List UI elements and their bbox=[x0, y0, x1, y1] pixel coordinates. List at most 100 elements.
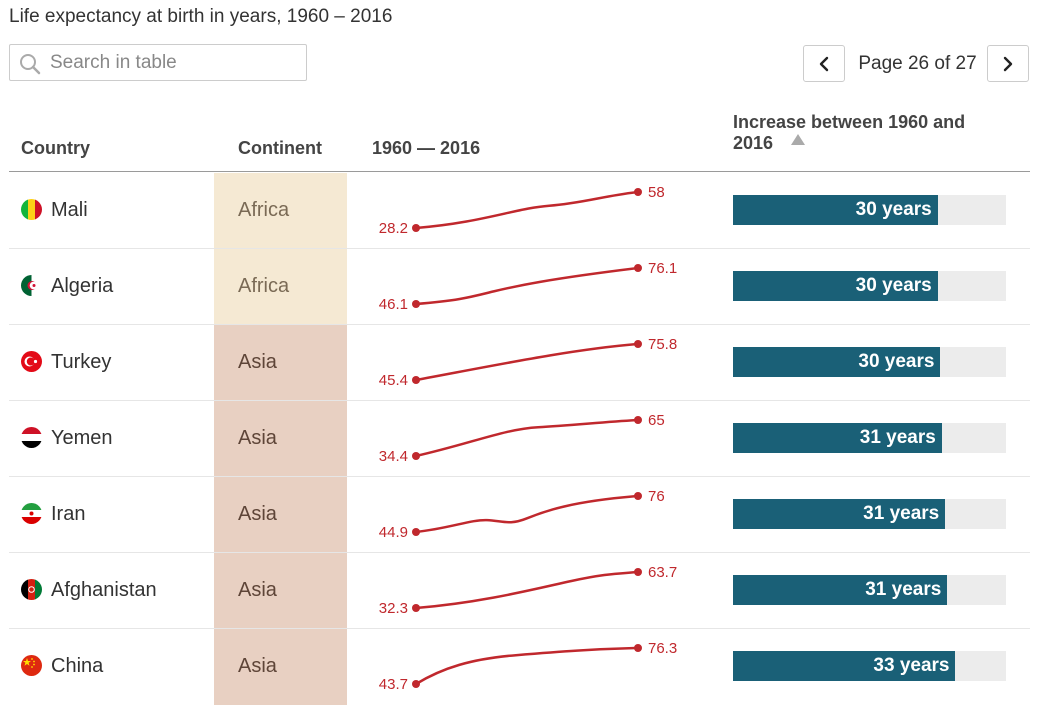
row-divider bbox=[9, 628, 1030, 629]
page-indicator: Page 26 of 27 bbox=[858, 53, 977, 74]
continent-name: Asia bbox=[238, 503, 277, 525]
trend-line bbox=[415, 266, 639, 306]
column-header-continent[interactable]: Continent bbox=[238, 138, 322, 158]
increase-bar-label: 33 years bbox=[873, 655, 950, 676]
value-1960-label: 28.2 bbox=[379, 220, 408, 237]
continent-cell-bg bbox=[214, 325, 347, 401]
continent-name: Asia bbox=[238, 579, 277, 601]
value-2016-label: 76.3 bbox=[648, 640, 677, 657]
increase-bar-label: 30 years bbox=[858, 351, 935, 372]
country-name: Turkey bbox=[51, 351, 112, 373]
trend-end-point bbox=[634, 340, 642, 348]
increase-bar: 30 years bbox=[733, 195, 938, 225]
increase-bar-track: 31 years bbox=[733, 575, 1006, 605]
row-divider bbox=[9, 324, 1030, 325]
increase-bar-label: 31 years bbox=[865, 579, 942, 600]
trend-line bbox=[415, 190, 639, 230]
search-icon bbox=[20, 54, 41, 75]
header-divider bbox=[9, 171, 1030, 172]
increase-bar-track: 30 years bbox=[733, 271, 1006, 301]
trend-sparkline: 32.3 63.7 bbox=[379, 564, 677, 617]
iran-flag-icon bbox=[21, 503, 42, 524]
value-1960-label: 43.7 bbox=[379, 676, 408, 693]
trend-end-point bbox=[634, 492, 642, 500]
next-page-button[interactable] bbox=[987, 45, 1029, 82]
value-1960-label: 46.1 bbox=[379, 296, 408, 313]
continent-cell-bg bbox=[214, 249, 347, 325]
country-name: Afghanistan bbox=[51, 579, 157, 601]
previous-page-button[interactable] bbox=[803, 45, 845, 82]
trend-sparkline: 28.2 58 bbox=[379, 184, 665, 237]
increase-bar-track: 33 years bbox=[733, 651, 1006, 681]
column-header-country[interactable]: Country bbox=[21, 138, 90, 158]
continent-cell-bg bbox=[214, 477, 347, 553]
trend-end-point bbox=[634, 188, 642, 196]
trend-end-point bbox=[634, 644, 642, 652]
increase-bar: 30 years bbox=[733, 271, 938, 301]
column-header-trend[interactable]: 1960 — 2016 bbox=[372, 138, 481, 158]
china-flag-icon bbox=[21, 655, 42, 676]
trend-start-point bbox=[412, 224, 420, 232]
value-1960-label: 34.4 bbox=[379, 448, 408, 465]
value-2016-label: 58 bbox=[648, 184, 665, 201]
value-1960-label: 44.9 bbox=[379, 524, 408, 541]
trend-start-point bbox=[412, 452, 420, 460]
increase-bar: 31 years bbox=[733, 423, 942, 453]
increase-bar: 30 years bbox=[733, 347, 941, 377]
increase-bar-track: 31 years bbox=[733, 423, 1006, 453]
trend-start-point bbox=[412, 528, 420, 536]
row-divider bbox=[9, 248, 1030, 249]
chevron-left-icon bbox=[819, 56, 829, 71]
algeria-flag-icon bbox=[21, 275, 42, 296]
increase-bar-label: 30 years bbox=[855, 199, 932, 220]
country-name: China bbox=[51, 655, 104, 677]
column-header-increase-line1: Increase between 1960 and bbox=[733, 112, 966, 132]
row-divider bbox=[9, 552, 1030, 553]
continent-name: Asia bbox=[238, 427, 277, 449]
increase-bar-track: 30 years bbox=[733, 195, 1006, 225]
value-2016-label: 75.8 bbox=[648, 336, 677, 353]
trend-line bbox=[415, 342, 639, 382]
country-name: Algeria bbox=[51, 275, 114, 297]
increase-bar-track: 31 years bbox=[733, 499, 1006, 529]
afghanistan-flag-icon bbox=[21, 579, 42, 600]
search-input[interactable] bbox=[50, 51, 300, 75]
trend-end-point bbox=[634, 568, 642, 576]
trend-start-point bbox=[412, 376, 420, 384]
sort-ascending-icon bbox=[791, 134, 806, 145]
yemen-flag-icon bbox=[21, 427, 42, 448]
increase-bar-label: 31 years bbox=[859, 427, 936, 448]
trend-end-point bbox=[634, 264, 642, 272]
trend-start-point bbox=[412, 604, 420, 612]
trend-sparkline: 45.4 75.8 bbox=[379, 336, 677, 389]
trend-line bbox=[415, 646, 639, 686]
trend-end-point bbox=[634, 416, 642, 424]
mali-flag-icon bbox=[21, 199, 42, 220]
trend-start-point bbox=[412, 680, 420, 688]
country-name: Yemen bbox=[51, 427, 113, 449]
continent-cell-bg bbox=[214, 553, 347, 629]
search-box[interactable] bbox=[9, 44, 307, 81]
value-1960-label: 32.3 bbox=[379, 600, 408, 617]
chevron-right-icon bbox=[1003, 56, 1013, 71]
country-name: Iran bbox=[51, 503, 86, 525]
continent-cell-bg bbox=[214, 401, 347, 477]
increase-bar: 33 years bbox=[733, 651, 956, 681]
value-2016-label: 76 bbox=[648, 488, 665, 505]
trend-sparkline: 46.1 76.1 bbox=[379, 260, 677, 313]
increase-bar: 31 years bbox=[733, 499, 946, 529]
increase-bar-label: 30 years bbox=[855, 275, 932, 296]
turkey-flag-icon bbox=[21, 351, 42, 372]
trend-sparkline: 43.7 76.3 bbox=[379, 640, 677, 693]
trend-start-point bbox=[412, 300, 420, 308]
trend-line bbox=[415, 494, 639, 534]
column-header-increase-line2: 2016 bbox=[733, 133, 774, 153]
column-header-increase[interactable]: Increase between 1960 and 2016 bbox=[733, 112, 965, 154]
continent-name: Asia bbox=[238, 655, 277, 677]
trend-sparkline: 34.4 65 bbox=[379, 412, 665, 465]
value-2016-label: 76.1 bbox=[648, 260, 677, 277]
value-2016-label: 65 bbox=[648, 412, 665, 429]
value-2016-label: 63.7 bbox=[648, 564, 677, 581]
trend-sparkline: 44.9 76 bbox=[379, 488, 665, 541]
trend-line bbox=[415, 570, 639, 610]
